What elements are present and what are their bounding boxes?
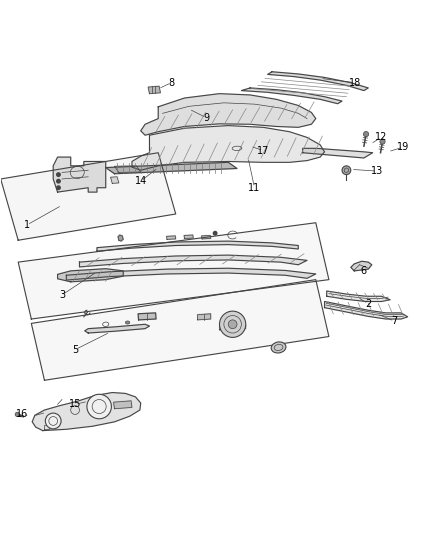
Circle shape [57, 186, 60, 189]
Text: 15: 15 [69, 399, 81, 409]
Polygon shape [132, 126, 324, 170]
Ellipse shape [271, 342, 285, 353]
Text: 8: 8 [168, 78, 174, 88]
Circle shape [71, 406, 79, 415]
Polygon shape [79, 255, 306, 267]
Polygon shape [110, 177, 119, 183]
Ellipse shape [125, 321, 130, 324]
Text: 2: 2 [364, 298, 371, 309]
Polygon shape [32, 392, 141, 431]
Circle shape [45, 413, 61, 429]
Text: 14: 14 [134, 176, 147, 186]
Circle shape [87, 394, 111, 419]
Polygon shape [85, 324, 149, 333]
Text: 5: 5 [72, 345, 78, 354]
Polygon shape [114, 166, 141, 172]
Circle shape [57, 173, 60, 176]
Polygon shape [350, 261, 371, 271]
Circle shape [219, 311, 245, 337]
Polygon shape [267, 72, 367, 91]
Polygon shape [184, 235, 193, 238]
Polygon shape [57, 269, 123, 282]
Polygon shape [326, 291, 389, 302]
Text: 11: 11 [248, 183, 260, 193]
Text: 3: 3 [59, 290, 65, 300]
Polygon shape [241, 88, 341, 104]
Circle shape [15, 412, 19, 417]
Polygon shape [106, 163, 237, 174]
Polygon shape [302, 148, 372, 158]
Circle shape [57, 180, 60, 183]
Text: 17: 17 [257, 146, 269, 156]
Text: 16: 16 [16, 409, 28, 419]
Text: 18: 18 [348, 78, 360, 88]
Polygon shape [166, 236, 175, 239]
Polygon shape [97, 241, 297, 251]
Polygon shape [113, 401, 132, 409]
Polygon shape [53, 157, 106, 192]
Text: 7: 7 [391, 316, 397, 326]
Text: 6: 6 [360, 266, 366, 276]
Polygon shape [66, 268, 315, 280]
Text: 1: 1 [24, 220, 30, 230]
Polygon shape [141, 94, 315, 135]
Circle shape [213, 231, 216, 235]
Circle shape [228, 320, 237, 329]
Polygon shape [118, 235, 123, 241]
Circle shape [341, 166, 350, 175]
Circle shape [363, 132, 368, 137]
Polygon shape [201, 236, 210, 239]
Polygon shape [1, 153, 175, 240]
Text: 19: 19 [396, 142, 409, 152]
Polygon shape [197, 314, 210, 320]
Polygon shape [31, 280, 328, 380]
Polygon shape [138, 313, 155, 320]
Text: 9: 9 [203, 112, 209, 123]
Polygon shape [324, 302, 407, 319]
Text: 12: 12 [374, 132, 387, 142]
Polygon shape [18, 223, 328, 319]
Polygon shape [219, 325, 245, 330]
Circle shape [379, 139, 384, 144]
Text: 13: 13 [370, 166, 382, 176]
Polygon shape [148, 86, 160, 94]
